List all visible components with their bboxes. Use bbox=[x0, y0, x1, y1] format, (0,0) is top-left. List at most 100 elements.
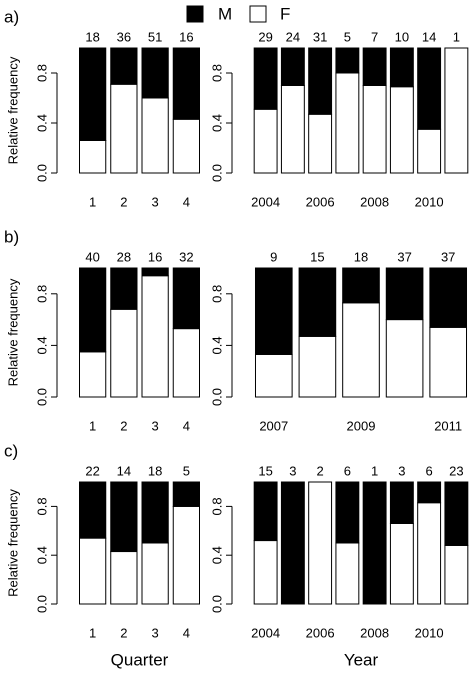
bar-segment bbox=[253, 108, 278, 174]
bar-segment bbox=[362, 47, 387, 86]
bar-segment bbox=[110, 47, 138, 85]
y-tick-label: 0.4 bbox=[34, 114, 49, 132]
count-label: 10 bbox=[395, 29, 409, 44]
x-tick-label: 3 bbox=[152, 194, 159, 209]
count-label: 5 bbox=[183, 463, 190, 478]
x-tick-label: 1 bbox=[89, 418, 96, 433]
legend-swatch bbox=[186, 5, 204, 23]
bar-segment bbox=[79, 351, 107, 398]
legend-label: F bbox=[280, 4, 290, 23]
x-tick-label: 2008 bbox=[360, 194, 389, 209]
x-axis-label: Year bbox=[344, 650, 379, 669]
count-label: 14 bbox=[117, 463, 131, 478]
count-label: 3 bbox=[398, 463, 405, 478]
bar-segment bbox=[362, 481, 387, 605]
bar-segment bbox=[280, 481, 305, 605]
bar-segment bbox=[417, 47, 442, 130]
bar-segment bbox=[172, 118, 200, 174]
panel-label: a) bbox=[4, 7, 19, 26]
y-tick-label: 0.4 bbox=[209, 114, 224, 132]
count-label: 1 bbox=[371, 463, 378, 478]
x-tick-label: 2004 bbox=[251, 194, 280, 209]
bar-segment bbox=[172, 328, 200, 398]
bar-segment bbox=[79, 537, 107, 605]
count-label: 15 bbox=[258, 463, 272, 478]
bar-segment bbox=[389, 47, 414, 88]
count-label: 36 bbox=[117, 29, 131, 44]
bar-segment bbox=[308, 481, 333, 605]
bar-segment bbox=[254, 267, 293, 355]
count-label: 16 bbox=[148, 249, 162, 264]
bar-segment bbox=[417, 481, 442, 504]
x-tick-label: 4 bbox=[183, 418, 190, 433]
bar-segment bbox=[335, 47, 360, 74]
bar-segment bbox=[389, 86, 414, 174]
count-label: 3 bbox=[289, 463, 296, 478]
bar-segment bbox=[79, 267, 107, 353]
bar-segment bbox=[417, 502, 442, 605]
bar-segment bbox=[141, 542, 169, 605]
y-tick-label: 0.0 bbox=[209, 595, 224, 613]
x-tick-label: 2006 bbox=[306, 194, 335, 209]
count-label: 28 bbox=[117, 249, 131, 264]
bar-segment bbox=[389, 481, 414, 524]
legend-label: M bbox=[218, 4, 232, 23]
bar-segment bbox=[385, 267, 424, 321]
bar-segment bbox=[429, 267, 468, 328]
y-tick-label: 0.4 bbox=[209, 336, 224, 354]
bar-segment bbox=[444, 47, 469, 174]
bar-segment bbox=[79, 140, 107, 174]
bar-segment bbox=[110, 83, 138, 174]
y-tick-label: 0.0 bbox=[34, 164, 49, 182]
x-tick-label: 2009 bbox=[347, 418, 376, 433]
y-tick-label: 0.8 bbox=[209, 285, 224, 303]
y-tick-label: 0.4 bbox=[34, 546, 49, 564]
count-label: 23 bbox=[449, 463, 463, 478]
bar-segment bbox=[298, 335, 337, 398]
count-label: 6 bbox=[344, 463, 351, 478]
bar-segment bbox=[362, 85, 387, 174]
count-label: 18 bbox=[148, 463, 162, 478]
count-label: 24 bbox=[286, 29, 300, 44]
x-tick-label: 4 bbox=[183, 625, 190, 640]
bar-segment bbox=[141, 275, 169, 398]
y-tick-label: 0.8 bbox=[34, 285, 49, 303]
x-tick-label: 2010 bbox=[415, 625, 444, 640]
count-label: 16 bbox=[179, 29, 193, 44]
count-label: 37 bbox=[441, 249, 455, 264]
y-tick-label: 0.0 bbox=[209, 388, 224, 406]
bar-segment bbox=[385, 319, 424, 398]
count-label: 18 bbox=[354, 249, 368, 264]
x-tick-label: 2 bbox=[120, 194, 127, 209]
count-label: 7 bbox=[371, 29, 378, 44]
x-tick-label: 2010 bbox=[415, 194, 444, 209]
count-label: 1 bbox=[453, 29, 460, 44]
bar-segment bbox=[335, 481, 360, 544]
bar-segment bbox=[141, 47, 169, 99]
bar-segment bbox=[254, 353, 293, 398]
legend-swatch bbox=[249, 5, 267, 23]
panel-label: c) bbox=[4, 441, 18, 460]
bar-segment bbox=[110, 308, 138, 398]
count-label: 37 bbox=[397, 249, 411, 264]
x-tick-label: 2011 bbox=[434, 418, 462, 433]
x-tick-label: 4 bbox=[183, 194, 190, 209]
count-label: 32 bbox=[179, 249, 193, 264]
bar-segment bbox=[308, 113, 333, 174]
y-tick-label: 0.4 bbox=[209, 546, 224, 564]
x-axis-label: Quarter bbox=[111, 650, 169, 669]
x-tick-label: 3 bbox=[152, 625, 159, 640]
count-label: 31 bbox=[313, 29, 327, 44]
bar-segment bbox=[342, 267, 380, 304]
bar-segment bbox=[280, 47, 305, 86]
bar-segment bbox=[429, 326, 468, 398]
panel-label: b) bbox=[4, 227, 19, 246]
x-tick-label: 1 bbox=[89, 625, 96, 640]
bar-segment bbox=[253, 540, 278, 605]
bar-segment bbox=[110, 481, 138, 553]
y-tick-label: 0.0 bbox=[209, 164, 224, 182]
count-label: 15 bbox=[310, 249, 324, 264]
bar-segment bbox=[417, 128, 442, 174]
bar-segment bbox=[172, 267, 200, 330]
